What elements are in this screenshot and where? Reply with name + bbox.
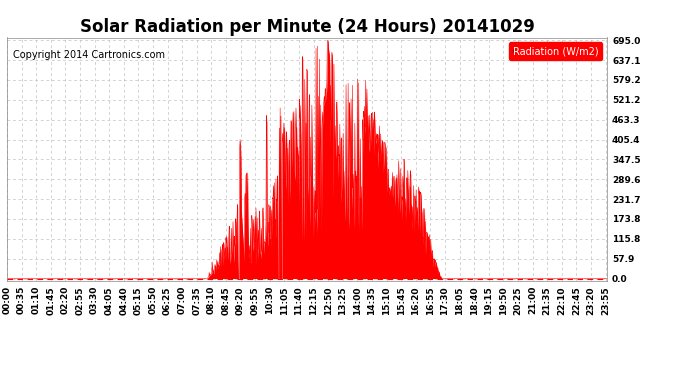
- Text: Copyright 2014 Cartronics.com: Copyright 2014 Cartronics.com: [13, 50, 165, 60]
- Title: Solar Radiation per Minute (24 Hours) 20141029: Solar Radiation per Minute (24 Hours) 20…: [79, 18, 535, 36]
- Legend: Radiation (W/m2): Radiation (W/m2): [509, 42, 602, 60]
